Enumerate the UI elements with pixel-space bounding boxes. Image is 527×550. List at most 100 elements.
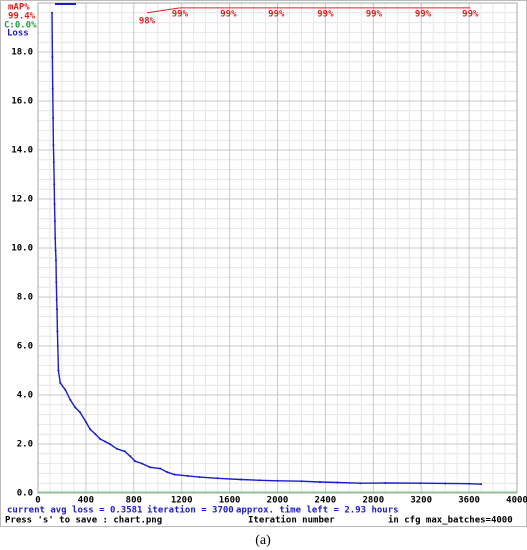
y-tick-label: 18.0 [11,48,33,58]
map-value: 99.4% [8,12,36,22]
loss-point [52,161,55,164]
plot-border [37,2,518,494]
loss-point [51,11,54,14]
x-tick-label: 1600 [219,496,241,506]
loss-point [52,144,55,147]
loss-point [359,482,362,485]
loss-point [468,482,471,485]
y-tick-label: 10.0 [11,244,33,254]
loss-point [84,420,87,423]
y-tick-label: 2.0 [17,440,33,450]
map-label: 98% [139,16,156,26]
loss-point [141,462,144,465]
loss-point [89,428,92,431]
loss-point [51,87,54,90]
loss-point [300,480,303,483]
loss-point [54,249,57,252]
loss-point [104,440,107,443]
loss-point [53,202,56,205]
caption: (a) [255,533,271,548]
map-label: 99% [462,9,479,19]
loss-point [56,345,59,347]
loss-point [59,381,62,384]
legend-map: mAP% [8,3,30,13]
loss-point [319,480,322,483]
footer: Press 's' to save : chart.png [5,516,162,526]
loss-point [239,478,242,481]
map-label: 99% [268,9,285,19]
y-tick-label: 4.0 [17,391,33,401]
map-label: 99% [317,9,334,19]
frame [0,0,527,527]
loss-point [148,466,151,469]
y-tick-label: 8.0 [17,293,33,303]
major-grid: 0 400 800 1200 1600 2000 2400 2800 3200 3600 4000 0… [11,2,527,506]
loss-point [53,220,56,223]
loss-point [94,433,97,436]
loss-point [51,55,54,58]
loss-point [419,482,422,485]
loss-point [54,259,57,262]
x-tick-label: 400 [78,496,94,506]
loss-point [78,411,81,414]
status: approx. time left = 2.93 hours [236,505,399,516]
loss-point [480,483,483,486]
y-tick-label: 0.0 [17,489,33,499]
loss-point [74,406,77,409]
loss-point [198,476,201,479]
loss-point [133,460,136,463]
status: current avg loss = 0.3581 [7,506,142,516]
marks: 98% 99% 99% 99% 99% 99% 99% 99% [51,7,483,486]
map-line [146,7,471,14]
loss-point [336,481,339,484]
loss-point [53,183,56,186]
x-tick-label: 4000 [506,496,527,506]
loss-point [64,389,67,392]
loss-point [216,477,219,480]
map-label: 99% [415,9,432,19]
loss-point [54,237,57,240]
loss-point [52,117,55,120]
y-tick-label: 14.0 [11,146,33,156]
y-tick-label: 12.0 [11,195,33,205]
loss-point [186,474,189,477]
x-tick-label: 3200 [410,496,432,506]
status: iteration = 3700 [147,505,234,516]
loss-point [258,479,261,482]
loss-point [99,438,102,441]
x-tick-label: 2000 [267,496,289,506]
footer: in cfg max_batches=4000 [388,515,513,526]
x-axis-title: Iteration number [248,515,335,526]
c-value: C:0.0% [4,21,37,31]
loss-point [57,369,60,372]
legend-loss: Loss [7,29,29,39]
y-tick-label: 16.0 [11,97,33,107]
loss-point [173,473,176,476]
loss-point [444,482,447,485]
x-tick-label: 2400 [315,496,337,506]
map-label: 99% [366,9,383,19]
x-tick-label: 3600 [458,496,480,506]
loss-point [69,398,72,401]
x-tick-label: 0 [35,496,40,506]
loss-point [55,281,58,284]
loss-point [116,447,119,450]
loss-point [276,479,279,482]
loss-point [129,455,132,458]
loss-point [159,467,162,470]
loss-point [123,450,126,453]
loss-point [56,330,59,333]
loss-point [166,471,169,474]
loss-point [108,443,111,445]
x-tick-label: 2800 [362,496,384,506]
x-tick-label: 1200 [171,496,193,506]
loss-point [384,481,387,484]
x-tick-label: 800 [126,496,142,506]
loss-point [56,308,59,311]
y-tick-label: 6.0 [17,342,33,352]
map-label: 99% [220,9,237,19]
loss-point [55,298,58,301]
map-label: 99% [172,9,189,19]
